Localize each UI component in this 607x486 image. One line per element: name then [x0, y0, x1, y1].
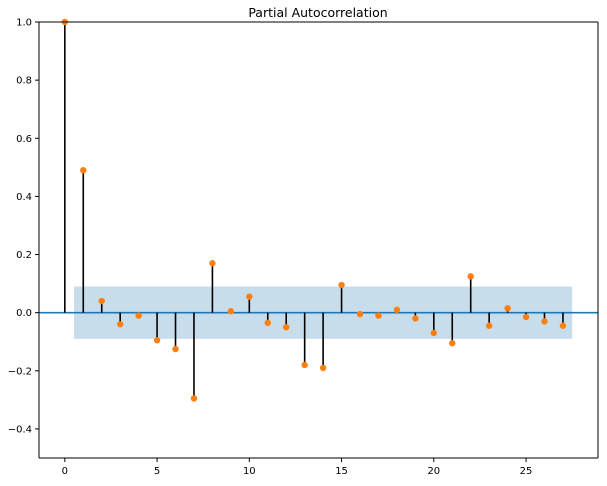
marker-lag-7 [190, 395, 198, 402]
marker-lag-11 [264, 319, 271, 327]
marker-lag-20 [430, 329, 438, 337]
marker-lag-6 [172, 345, 179, 353]
marker-layer [61, 18, 567, 402]
chart-title: Partial Autocorrelation [248, 5, 387, 20]
marker-lag-8 [209, 260, 216, 267]
marker-lag-5 [153, 337, 161, 344]
marker-lag-2 [98, 297, 105, 305]
marker-lag-25 [522, 313, 530, 321]
marker-lag-15 [338, 281, 345, 289]
axes-layer [38, 21, 599, 459]
y-tick-label-3: 0.2 [16, 250, 32, 261]
x-tick-label-10: 10 [243, 466, 256, 477]
marker-lag-16 [356, 310, 364, 318]
y-tick-label-1: −0.2 [8, 366, 32, 377]
marker-lag-9 [227, 308, 235, 315]
marker-lag-4 [135, 312, 142, 319]
marker-lag-17 [375, 312, 382, 319]
y-tick-label-4: 0.4 [16, 192, 32, 203]
marker-lag-10 [246, 293, 253, 300]
x-tick-label-5: 5 [154, 466, 160, 477]
x-tick-label-0: 0 [62, 466, 68, 477]
marker-lag-14 [319, 364, 327, 372]
y-tick-label-2: 0.0 [16, 308, 32, 319]
marker-lag-26 [541, 318, 548, 325]
marker-lag-19 [412, 315, 419, 322]
marker-lag-22 [467, 273, 474, 280]
marker-lag-13 [301, 361, 308, 369]
marker-lag-18 [393, 306, 401, 313]
marker-lag-12 [283, 324, 290, 331]
stem-layer [64, 22, 564, 399]
x-tick-label-20: 20 [427, 466, 440, 477]
marker-lag-3 [116, 321, 124, 328]
marker-lag-24 [504, 305, 511, 312]
x-tick-label-25: 25 [520, 466, 533, 477]
marker-lag-1 [80, 167, 87, 174]
marker-lag-21 [449, 339, 456, 347]
y-tick-label-7: 1.0 [16, 18, 32, 29]
marker-lag-23 [485, 322, 493, 329]
tick-layer: 0 5 10 15 20 25 −0.4 −0.2 0.0 0.2 0.4 0.6 0.8 1.0 [8, 18, 533, 478]
marker-lag-27 [559, 322, 567, 329]
y-tick-label-5: 0.6 [16, 134, 32, 145]
y-tick-label-0: −0.4 [8, 424, 32, 435]
x-tick-label-15: 15 [335, 466, 348, 477]
y-tick-label-6: 0.8 [16, 76, 32, 87]
